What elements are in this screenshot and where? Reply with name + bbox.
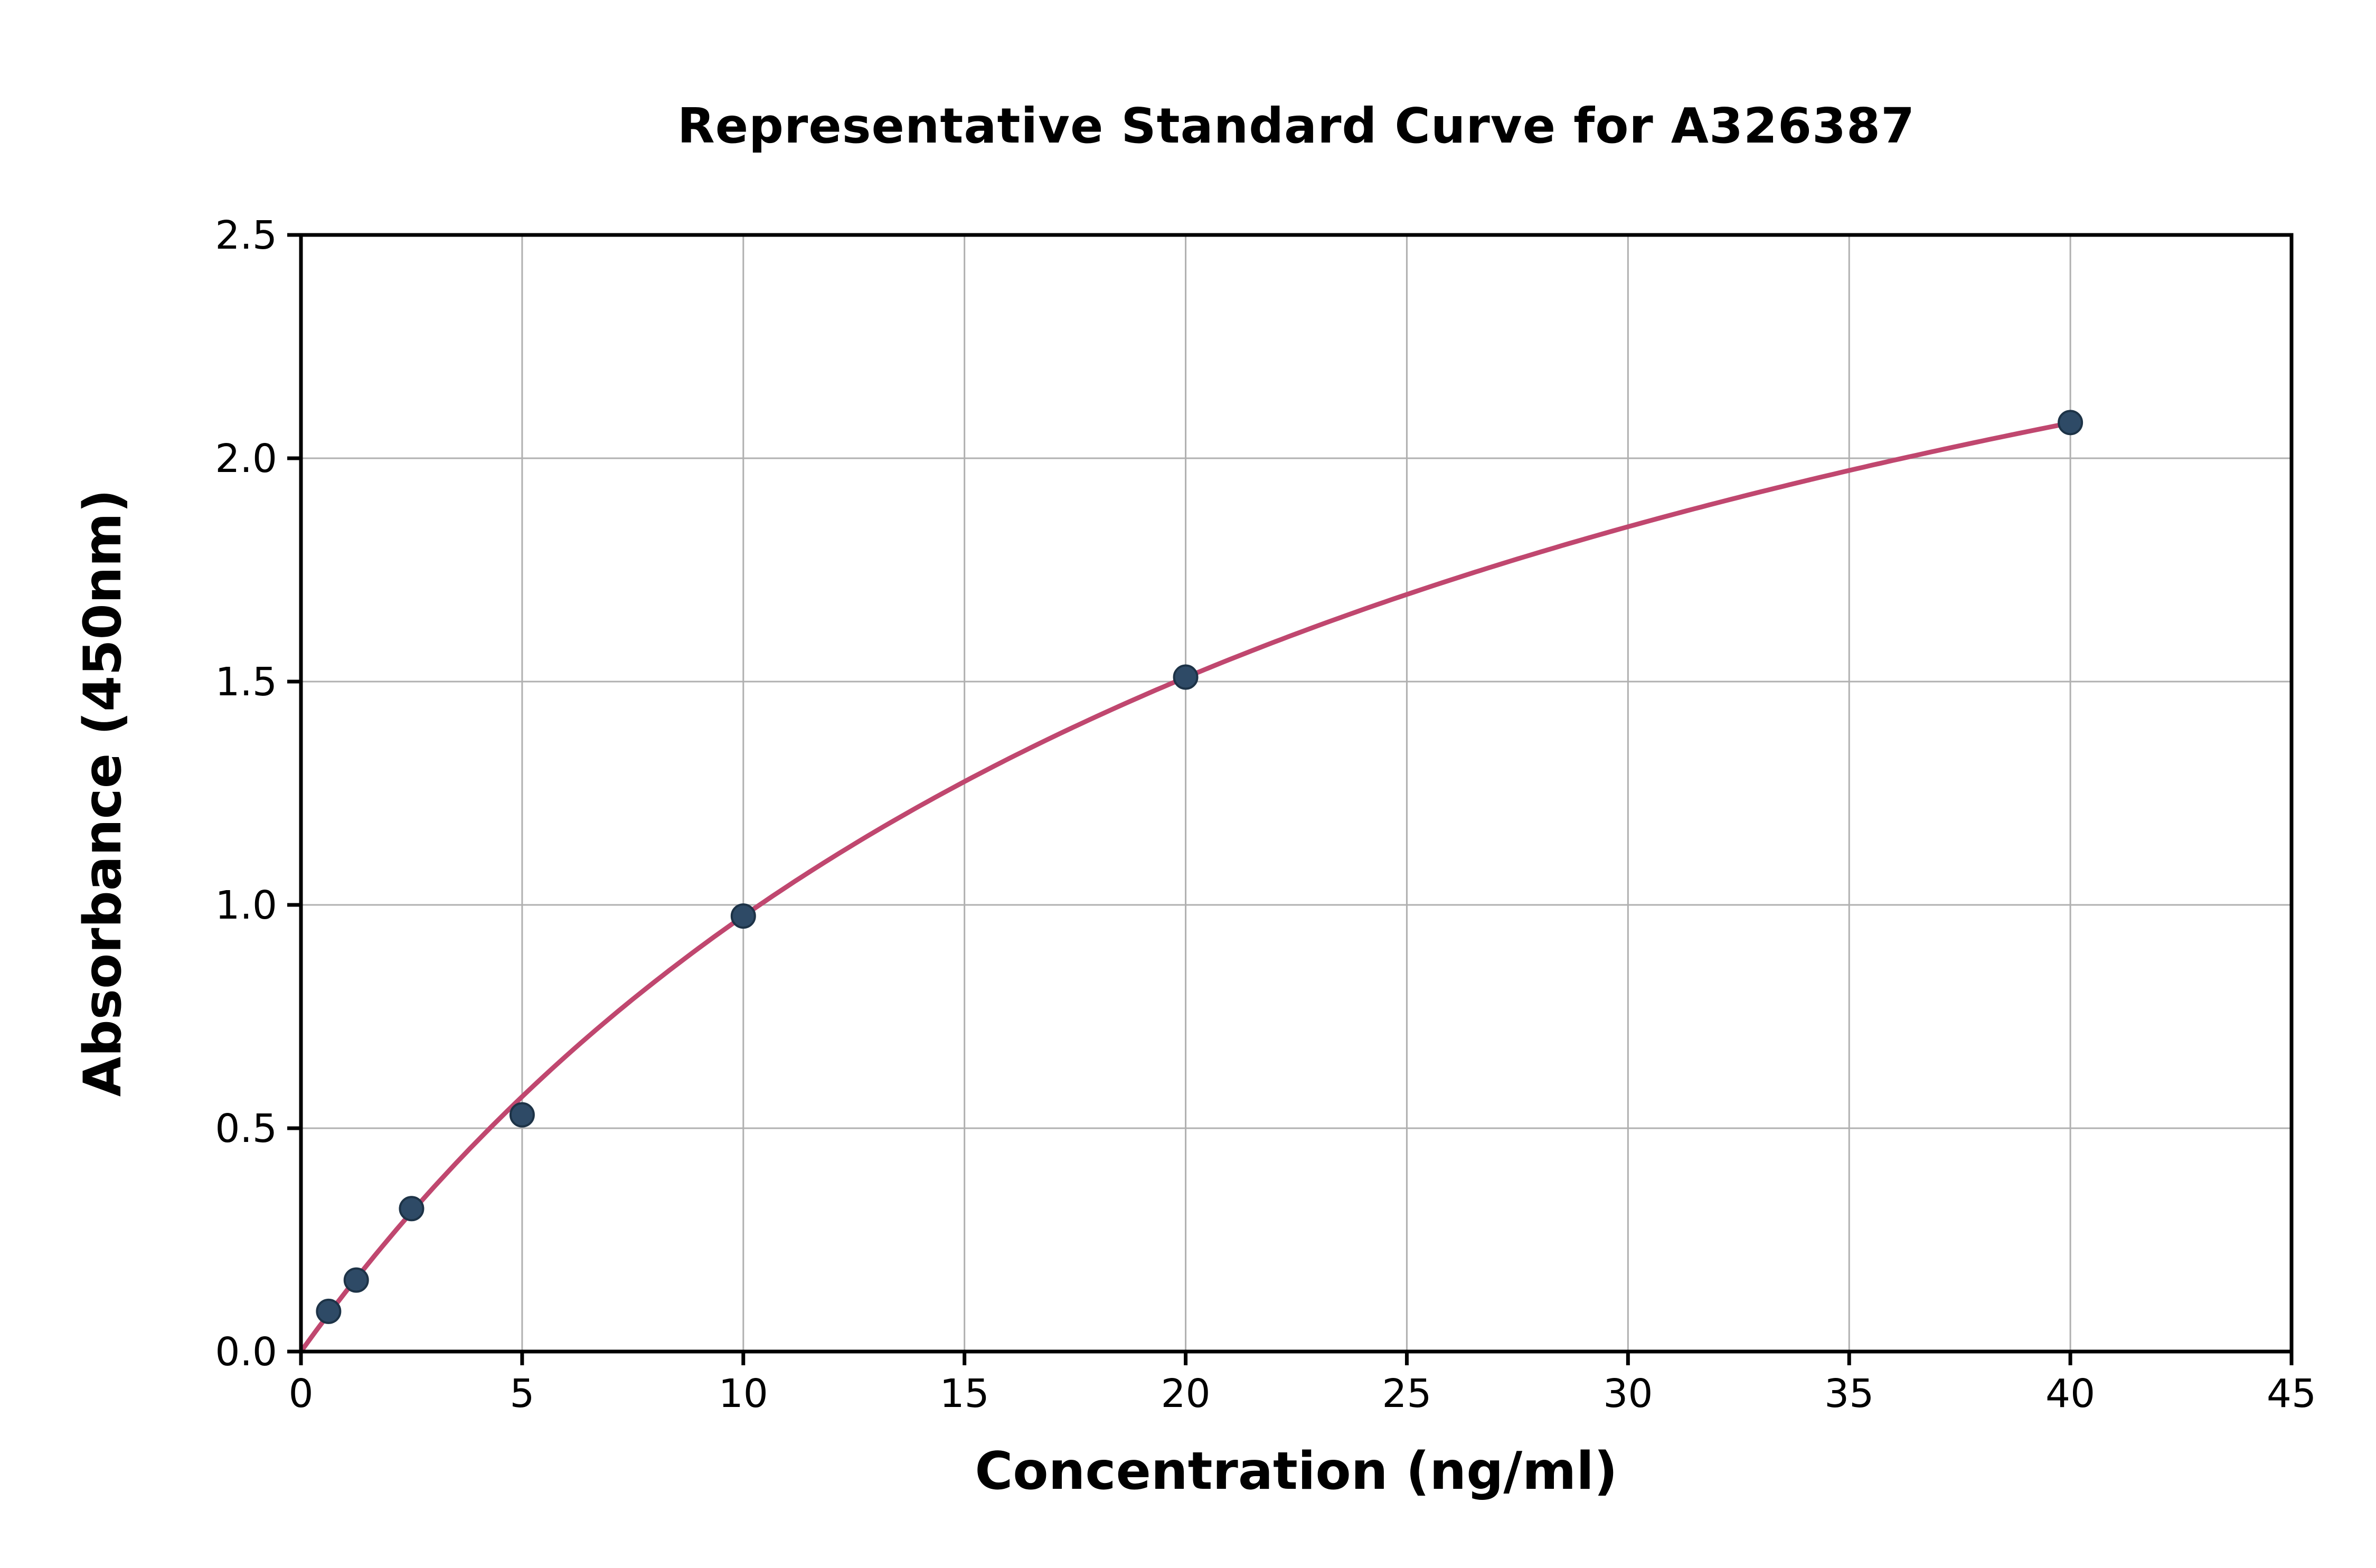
data-point: [509, 1102, 535, 1128]
x-tick-label: 0: [288, 1371, 313, 1416]
data-point: [343, 1267, 369, 1293]
data-layer: [298, 410, 2083, 1354]
axis-layer: 0 5 10 15 20 25 30 35 40 45 0.0 0.5 1.0 1.5 2.0 2.5: [215, 213, 2316, 1416]
y-tick-label: 0.0: [215, 1329, 277, 1375]
x-tick-label: 10: [719, 1371, 768, 1416]
x-axis-label: Concentration (ng/ml): [975, 1441, 1618, 1501]
x-tick-label: 5: [510, 1371, 534, 1416]
x-tick-label: 35: [1824, 1371, 1874, 1416]
plot-border: [299, 233, 2294, 1354]
x-tick-label: 40: [2045, 1371, 2095, 1416]
y-axis-label: Absorbance (450nm): [73, 489, 133, 1097]
y-tick-label: 2.5: [215, 213, 277, 258]
y-tick-label: 1.0: [215, 883, 277, 928]
data-point: [2058, 410, 2083, 436]
y-tick-label: 2.0: [215, 436, 277, 481]
data-point: [730, 903, 756, 929]
x-tick-label: 25: [1382, 1371, 1431, 1416]
y-tick-label: 1.5: [215, 659, 277, 705]
chart-title: Representative Standard Curve for A32638…: [677, 98, 1916, 154]
data-point: [399, 1196, 425, 1222]
x-tick-label: 20: [1161, 1371, 1210, 1416]
x-tick-label: 30: [1603, 1371, 1653, 1416]
grid-layer: [300, 234, 2293, 1353]
x-tick-label: 15: [940, 1371, 989, 1416]
data-point: [1173, 664, 1199, 690]
x-tick-label: 45: [2267, 1371, 2316, 1416]
data-point: [316, 1298, 342, 1324]
y-tick-label: 0.5: [215, 1106, 277, 1151]
